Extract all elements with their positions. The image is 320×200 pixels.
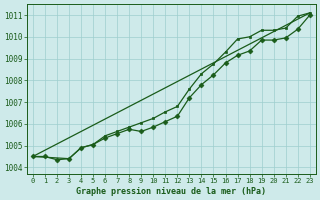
X-axis label: Graphe pression niveau de la mer (hPa): Graphe pression niveau de la mer (hPa) [76,187,266,196]
